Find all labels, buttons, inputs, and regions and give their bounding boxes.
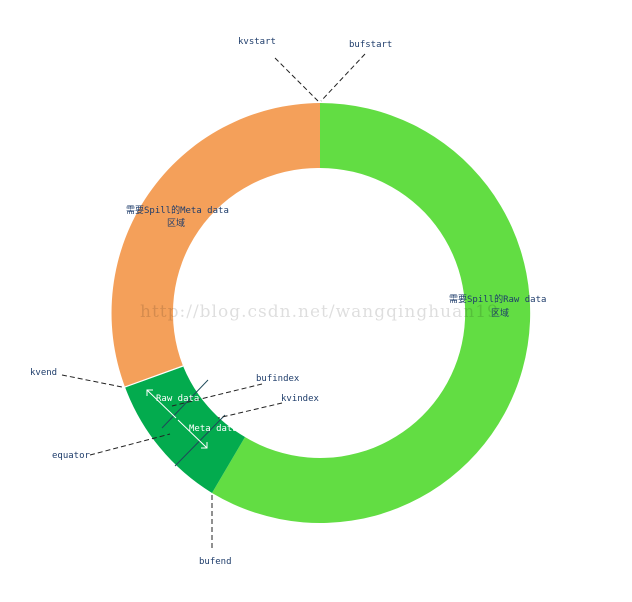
kvend-pointer: [61, 374, 123, 388]
raw-spill-segment: [212, 102, 531, 523]
equator-label: equator: [52, 451, 91, 461]
bufend-label: bufend: [199, 557, 232, 567]
kvstart-pointer: [274, 57, 319, 102]
raw-data-arrow: [146, 389, 177, 419]
equator-pointer: [89, 433, 171, 456]
kvend-boundary: [124, 365, 184, 388]
raw-spill-label-line2: 区域: [491, 307, 509, 319]
kvstart-label: kvstart: [238, 37, 276, 47]
equator-divider: [161, 379, 209, 429]
bufstart-label: bufstart: [349, 40, 392, 50]
kvindex-label: kvindex: [281, 394, 320, 404]
kvindex-divider: [174, 414, 226, 467]
meta-data-arrow: [177, 419, 208, 449]
meta-data-label: Meta data: [189, 424, 238, 434]
bufindex-label: bufindex: [256, 374, 300, 384]
kvindex-pointer: [217, 402, 283, 419]
raw-data-arrowhead: [146, 389, 153, 396]
meta-data-arrowhead: [201, 442, 208, 449]
raw-data-label: Raw data: [156, 394, 199, 404]
bufstart-pointer: [320, 53, 366, 102]
meta-spill-segment: [111, 103, 321, 387]
meta-spill-label-line1: 需要Spill的Meta data: [126, 204, 229, 216]
kvend-label: kvend: [30, 368, 57, 378]
watermark: http://blog.csdn.net/wangqinghuan19: [140, 302, 499, 322]
raw-spill-label-line1: 需要Spill的Raw data: [449, 293, 546, 305]
meta-spill-label-line2: 区域: [167, 217, 185, 229]
